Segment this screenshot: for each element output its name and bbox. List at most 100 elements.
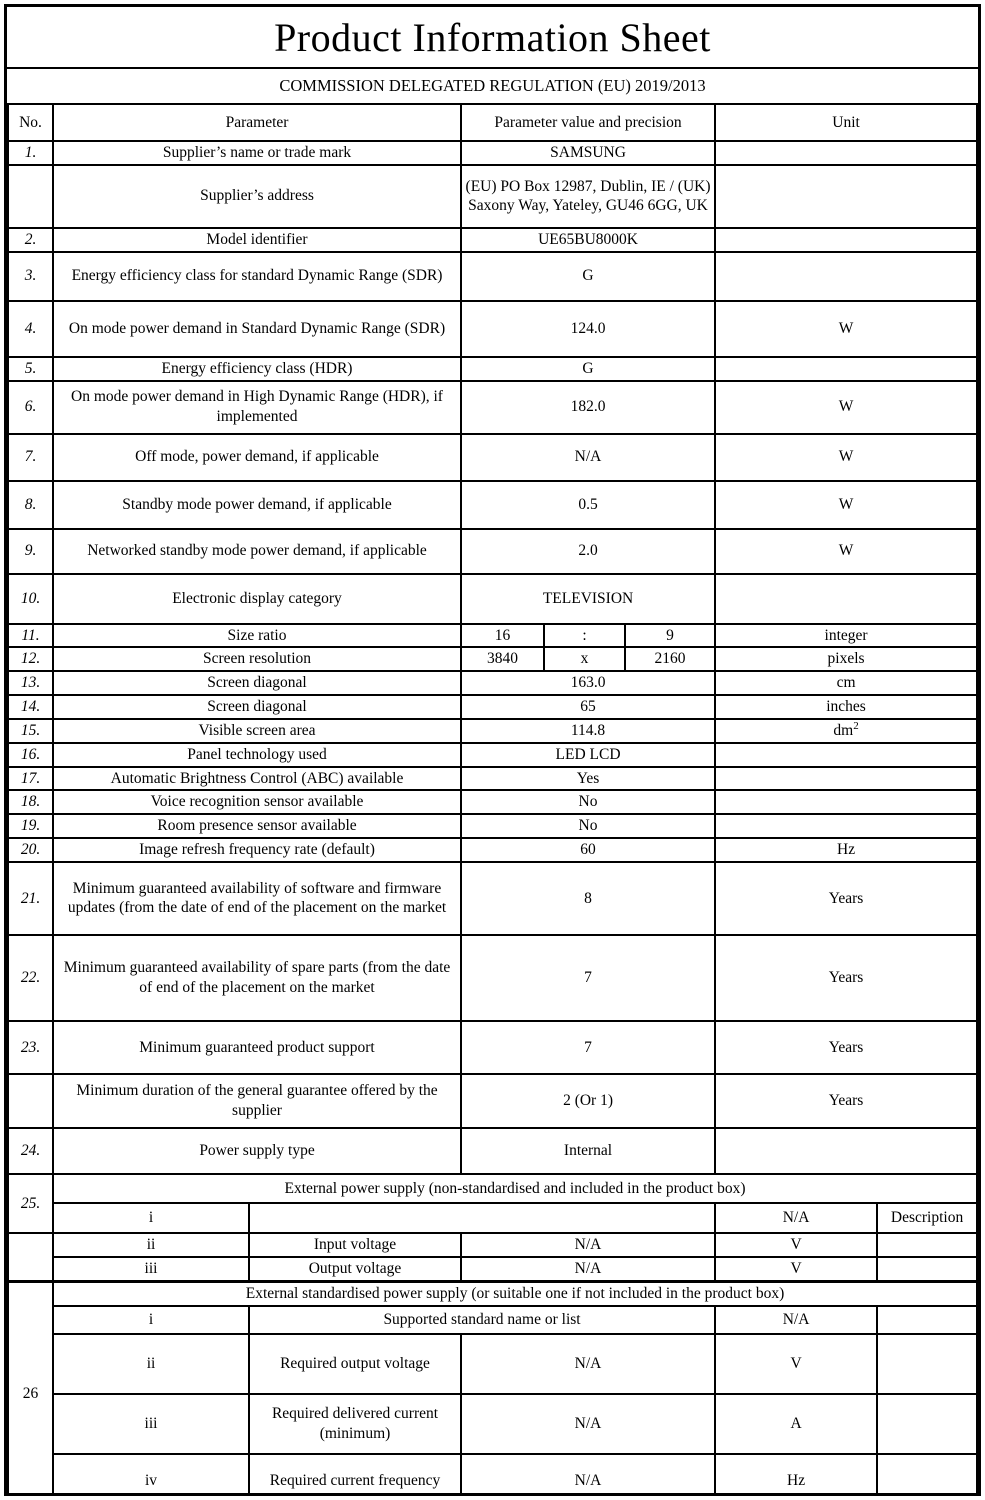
row-7-unit: W xyxy=(714,432,978,482)
row-2-no: 2. xyxy=(7,226,54,253)
row-1-value: SAMSUNG xyxy=(460,140,717,166)
row-18-value: No xyxy=(460,789,717,816)
row-14-value: 65 xyxy=(460,694,717,720)
section-25-ii-value: N/A xyxy=(460,1231,717,1258)
section-25-ii-unit: V xyxy=(714,1231,879,1258)
row-2: 2. Model identifier UE65BU8000K xyxy=(7,226,978,253)
row-address-no xyxy=(7,163,54,229)
row-4-unit: W xyxy=(714,299,978,358)
section-26-row-ii: ii Required output voltage N/A V xyxy=(8,1333,978,1396)
section-26-no: 26 xyxy=(7,1279,54,1493)
header-no: No. xyxy=(7,103,54,142)
row-17-value: Yes xyxy=(460,765,717,792)
row-8-value: 0.5 xyxy=(460,479,717,530)
row-18: 18. Voice recognition sensor available N… xyxy=(7,789,978,816)
row-15-value: 114.8 xyxy=(460,717,717,744)
row-13-value: 163.0 xyxy=(460,670,717,697)
section-26-iv-description xyxy=(876,1453,978,1493)
row-8-parameter: Standby mode power demand, if applicable xyxy=(51,479,463,530)
section-26-iii-value: N/A xyxy=(460,1393,717,1456)
row-24-parameter: Power supply type xyxy=(51,1126,463,1175)
row-10-no: 10. xyxy=(7,572,54,625)
section-26-ii-description xyxy=(876,1333,978,1396)
row-20-unit: Hz xyxy=(714,837,978,863)
section-25-i-description: Description xyxy=(876,1201,978,1234)
row-guarantee-value: 2 (Or 1) xyxy=(460,1072,717,1129)
row-13-unit: cm xyxy=(714,670,978,697)
row-15-no: 15. xyxy=(7,717,54,744)
row-10-unit xyxy=(714,572,978,625)
section-25-row-ii: ii Input voltage N/A V xyxy=(7,1231,978,1283)
row-16: 16. Panel technology used LED LCD xyxy=(7,741,978,768)
header-parameter: Parameter xyxy=(51,103,463,142)
row-8-unit: W xyxy=(714,479,978,530)
section-25-iii-value: N/A xyxy=(460,1255,717,1283)
row-12-no: 12. xyxy=(7,646,54,673)
row-16-parameter: Panel technology used xyxy=(51,741,463,768)
section-26-i-value: N/A xyxy=(714,1305,879,1336)
row-23-no: 23. xyxy=(7,1019,54,1075)
row-17-unit xyxy=(714,765,978,792)
product-information-sheet: Product Information Sheet COMMISSION DEL… xyxy=(4,4,981,1496)
section-25-ii-description xyxy=(876,1231,978,1258)
row-12-value-separator: x xyxy=(543,646,627,673)
row-24-no: 24. xyxy=(7,1126,54,1175)
row-19: 19. Room presence sensor available No xyxy=(7,813,978,840)
section-25-no: 25. xyxy=(7,1172,54,1234)
row-16-unit xyxy=(714,741,978,768)
row-3-unit xyxy=(714,250,978,302)
section-25-iii-label: iii xyxy=(52,1255,250,1283)
row-guarantee-parameter: Minimum duration of the general guarante… xyxy=(51,1072,463,1129)
row-12-unit: pixels xyxy=(714,646,978,673)
section-25-ii-parameter: Input voltage xyxy=(247,1231,463,1258)
section-25-iii-unit: V xyxy=(714,1255,879,1283)
row-17-parameter: Automatic Brightness Control (ABC) avail… xyxy=(51,765,463,792)
section-25-heading-row: 25. External power supply (non-standardi… xyxy=(7,1172,978,1234)
row-19-unit xyxy=(714,813,978,840)
section-25-row-iii: iii Output voltage N/A V xyxy=(8,1255,978,1283)
section-26-i-label: i xyxy=(52,1305,250,1336)
row-14-unit: inches xyxy=(714,694,978,720)
row-8-no: 8. xyxy=(7,479,54,530)
row-15-unit: dm2 xyxy=(714,717,978,744)
row-9-unit: W xyxy=(714,527,978,575)
section-26-ii-label: ii xyxy=(52,1333,250,1396)
row-2-unit xyxy=(714,226,978,253)
row-address-parameter: Supplier’s address xyxy=(51,163,463,229)
row-general-guarantee: Minimum duration of the general guarante… xyxy=(7,1072,978,1129)
row-22-value: 7 xyxy=(460,933,717,1022)
section-26-iii-description xyxy=(876,1393,978,1456)
row-21: 21. Minimum guaranteed availability of s… xyxy=(7,860,978,936)
row-6-value: 182.0 xyxy=(460,379,717,435)
row-21-parameter: Minimum guaranteed availability of softw… xyxy=(51,860,463,936)
row-11: 11. Size ratio 16 : 9 integer xyxy=(7,622,978,649)
row-guarantee-no xyxy=(7,1072,54,1129)
row-11-value-height: 9 xyxy=(624,622,717,649)
row-9-no: 9. xyxy=(7,527,54,575)
row-7: 7. Off mode, power demand, if applicable… xyxy=(7,432,978,482)
section-25-heading: External power supply (non-standardised … xyxy=(51,1172,978,1204)
section-26-row-iv: iv Required current frequency N/A Hz xyxy=(8,1453,978,1493)
row-14-parameter: Screen diagonal xyxy=(51,694,463,720)
row-10-value: TELEVISION xyxy=(460,572,717,625)
row-14-no: 14. xyxy=(7,694,54,720)
row-1-parameter: Supplier’s name or trade mark xyxy=(51,140,463,166)
section-26-ii-value: N/A xyxy=(460,1333,717,1396)
row-5-no: 5. xyxy=(7,355,54,382)
section-26-iv-unit: Hz xyxy=(714,1453,879,1493)
section-26-iv-parameter: Required current frequency xyxy=(247,1453,463,1493)
row-10-parameter: Electronic display category xyxy=(51,572,463,625)
section-25-iii-description xyxy=(876,1255,978,1283)
row-15-unit-text: dm xyxy=(833,721,854,739)
row-16-value: LED LCD xyxy=(460,741,717,768)
section-25-i-blank xyxy=(247,1201,717,1234)
row-12-parameter: Screen resolution xyxy=(51,646,463,673)
header-value: Parameter value and precision xyxy=(460,103,717,142)
row-12-value-horizontal: 3840 xyxy=(460,646,546,673)
row-21-value: 8 xyxy=(460,860,717,936)
section-26-heading-row: 26 External standardised power supply (o… xyxy=(7,1279,978,1493)
row-21-unit: Years xyxy=(714,860,978,936)
row-2-parameter: Model identifier xyxy=(51,226,463,253)
row-23-value: 7 xyxy=(460,1019,717,1075)
row-5-value: G xyxy=(460,355,717,382)
